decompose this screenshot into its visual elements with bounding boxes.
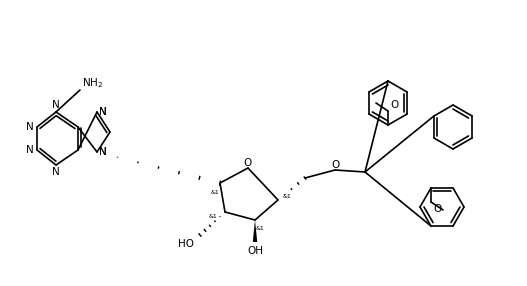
Text: N: N — [52, 167, 60, 177]
Text: N: N — [99, 147, 107, 157]
Text: O: O — [331, 160, 339, 170]
Text: HO: HO — [178, 239, 194, 249]
Text: N: N — [99, 107, 107, 117]
Text: &1: &1 — [209, 214, 217, 219]
Text: O: O — [433, 204, 441, 214]
Text: &1: &1 — [282, 194, 291, 198]
Text: &1: &1 — [211, 190, 219, 194]
Text: NH$_2$: NH$_2$ — [82, 76, 103, 90]
Text: O: O — [390, 100, 398, 110]
Text: N: N — [26, 122, 34, 132]
Text: &1: &1 — [256, 227, 265, 231]
Text: N: N — [99, 107, 107, 117]
Polygon shape — [253, 220, 257, 242]
Text: N: N — [99, 147, 107, 157]
Text: N: N — [52, 100, 60, 110]
Text: N: N — [26, 145, 34, 155]
Text: OH: OH — [247, 246, 263, 256]
Text: O: O — [244, 158, 252, 168]
